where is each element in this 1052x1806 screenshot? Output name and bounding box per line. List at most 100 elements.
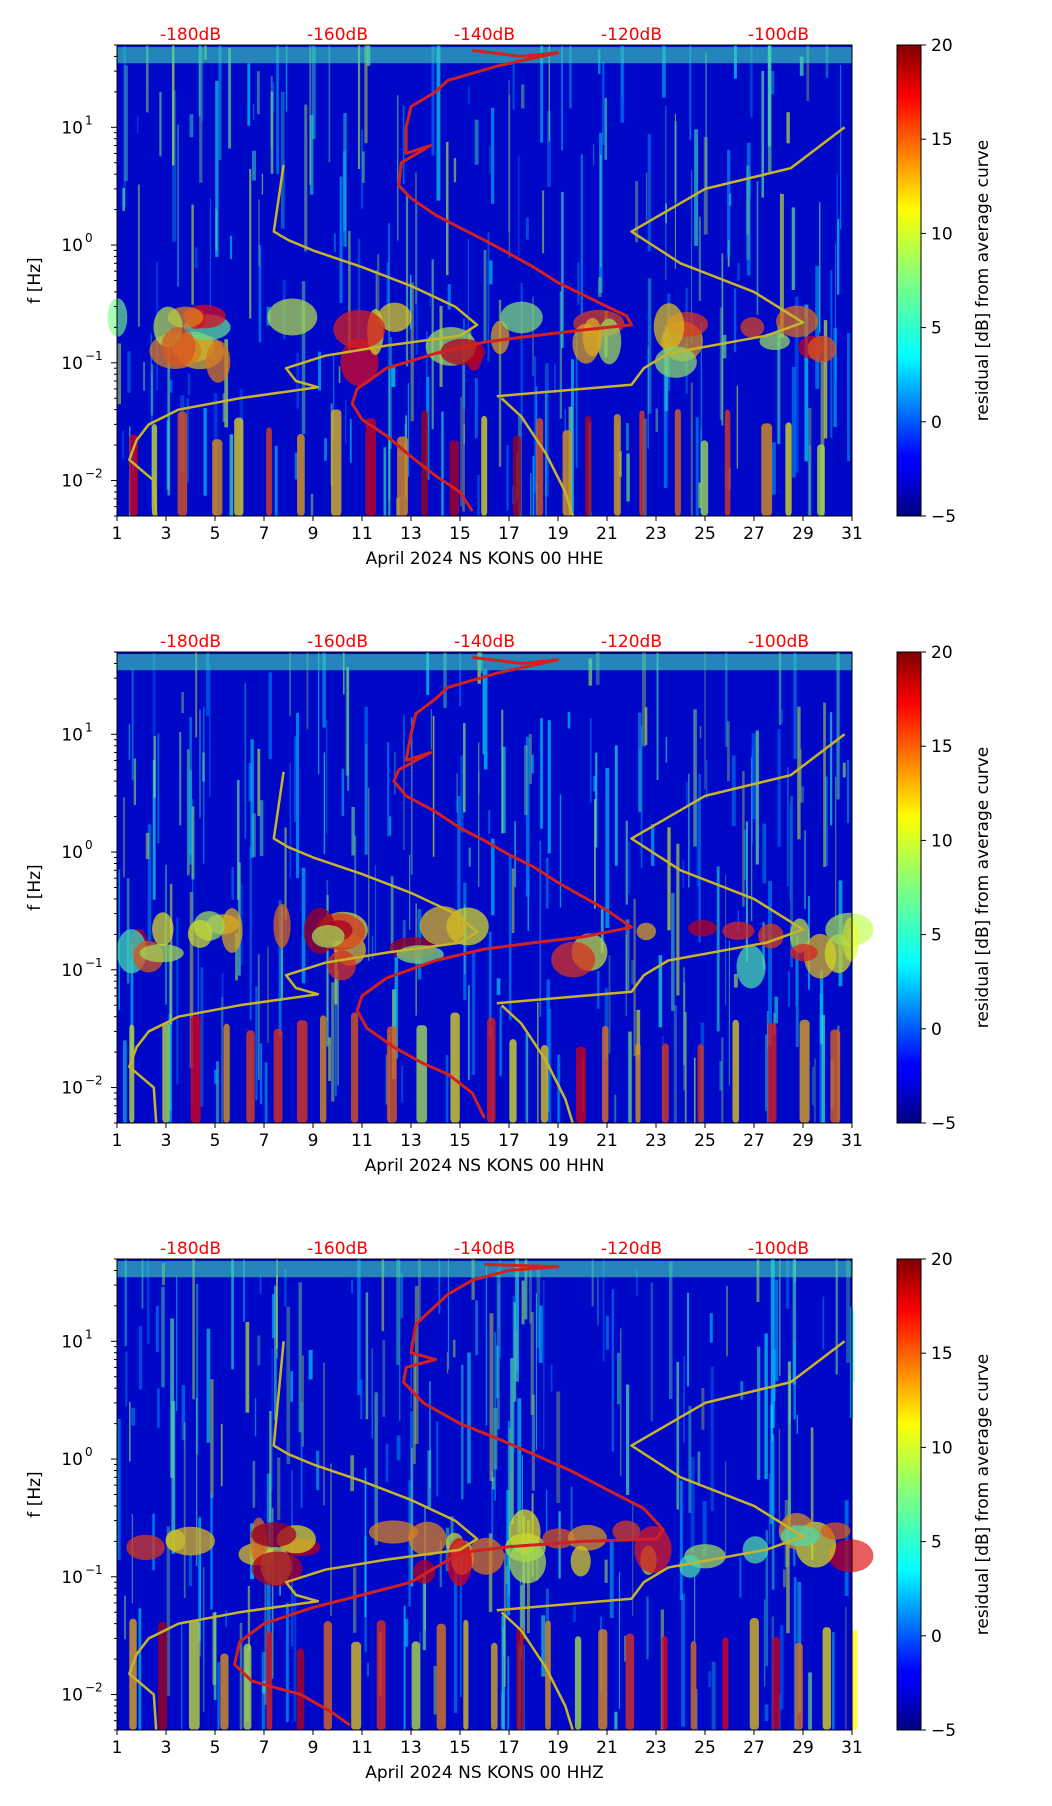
heatmap-streak — [764, 1704, 769, 1721]
heatmap-streak — [177, 124, 180, 287]
heatmap-streak — [249, 846, 252, 1021]
heatmap-streak — [326, 720, 328, 834]
heatmap-streak — [488, 931, 492, 1038]
heatmap-blob — [597, 318, 622, 365]
heatmap-streak — [389, 816, 392, 836]
heatmap-burst — [220, 1653, 229, 1730]
heatmap-streak — [790, 795, 793, 968]
heatmap-streak — [690, 382, 693, 516]
heatmap-streak — [787, 767, 789, 886]
curves — [128, 1262, 846, 1731]
heatmap-streak — [764, 1333, 768, 1480]
colorbar-tick-label: 20 — [931, 36, 953, 56]
heatmap-streak — [614, 745, 618, 866]
heatmap-streak — [514, 821, 517, 888]
heatmap-streak — [548, 45, 551, 142]
heatmap-streak — [323, 752, 326, 855]
heatmap-streak — [220, 1423, 223, 1487]
heatmap-streak — [127, 351, 131, 393]
heatmap-streak — [222, 393, 225, 423]
heatmap-streak — [792, 1259, 797, 1385]
heatmap-streak — [286, 1603, 289, 1723]
heatmap-burst — [350, 1012, 359, 1123]
heatmap-burst — [545, 1620, 551, 1730]
heatmap-streak — [688, 773, 690, 888]
heatmap-streak — [834, 243, 837, 382]
heatmap-streak — [306, 652, 309, 730]
heatmap-burst — [822, 1627, 831, 1730]
y-tick-exponent: −1 — [85, 956, 103, 970]
heatmap-streak — [215, 80, 219, 258]
heatmap-streak — [746, 142, 751, 276]
heatmap-streak — [264, 1062, 268, 1123]
colorbar-gradient — [896, 44, 922, 517]
heatmap-streak — [137, 184, 140, 327]
heatmap-streak — [350, 1455, 355, 1492]
heatmap-streak — [540, 45, 544, 143]
colorbar-tick-label: 10 — [931, 224, 953, 244]
heatmap-blob — [267, 298, 318, 336]
heatmap-streak — [656, 652, 659, 780]
heatmap-streak — [457, 796, 461, 930]
heatmap-blob — [570, 1545, 591, 1577]
heatmap-burst — [785, 422, 792, 516]
heatmap-streak — [830, 712, 833, 826]
heatmap-streak — [348, 230, 351, 353]
heatmap-streak — [425, 331, 428, 404]
heatmap-streak — [209, 198, 212, 308]
heatmap-streak — [511, 1364, 513, 1473]
heatmap-streak — [543, 1280, 545, 1450]
heatmap-streak — [625, 919, 630, 991]
heatmap-streak — [188, 373, 190, 396]
heatmap-streak — [460, 755, 464, 833]
heatmap-streak — [598, 277, 602, 297]
heatmap-streak — [777, 729, 781, 847]
heatmap-streak — [819, 970, 824, 1044]
heatmap-streak — [530, 473, 532, 516]
heatmap-streak — [690, 1457, 695, 1554]
heatmap-streak — [400, 1273, 404, 1319]
heatmap-streak — [724, 1461, 727, 1555]
heatmap-streak — [131, 669, 134, 781]
heatmap-streak — [814, 1058, 816, 1123]
heatmap-streak — [529, 1267, 533, 1324]
heatmap-streak — [169, 379, 173, 393]
heatmap-streak — [203, 408, 207, 496]
heatmap-streak — [539, 840, 542, 1017]
heatmap-burst — [491, 1642, 498, 1730]
heatmap-streak — [694, 1057, 696, 1123]
heatmap-streak — [262, 1681, 266, 1694]
heatmap-streak — [679, 1480, 683, 1601]
x-tick-label: 5 — [210, 1131, 221, 1151]
noise-curve-red — [355, 655, 633, 1119]
heatmap-blob — [377, 302, 412, 332]
x-tick-label: 1 — [112, 1131, 123, 1151]
heatmap-streak — [128, 724, 131, 760]
heatmap-streak — [683, 967, 685, 1066]
heatmap-streak — [467, 985, 470, 1081]
heatmap-blob — [490, 320, 510, 355]
heatmap-streak — [374, 1392, 378, 1546]
x-tick-label: 25 — [694, 524, 716, 544]
colorbar-tick-label: 5 — [931, 319, 942, 339]
heatmap-streak — [608, 955, 611, 1054]
heatmap-streak — [489, 146, 491, 174]
heatmap-streak — [417, 1259, 421, 1322]
heatmap-blob — [790, 944, 818, 962]
heatmap-streak — [779, 193, 784, 338]
x-tick-label: 17 — [498, 1738, 520, 1758]
heatmap-streak — [547, 720, 551, 854]
curves — [128, 48, 846, 517]
heatmap-streak — [345, 399, 347, 444]
heatmap-streak — [716, 866, 720, 1032]
heatmap-streak — [686, 782, 688, 806]
model-curve-olive — [496, 1340, 846, 1612]
heatmap-streak — [143, 362, 146, 391]
heatmap-streak — [268, 672, 272, 760]
heatmap-streak — [513, 1302, 517, 1402]
heatmap-streak — [688, 1405, 692, 1513]
heatmap-streak — [168, 945, 172, 1111]
heatmap-streak — [345, 667, 350, 776]
heatmap-streak — [338, 366, 341, 384]
y-tick-label: 10 — [61, 1686, 83, 1706]
